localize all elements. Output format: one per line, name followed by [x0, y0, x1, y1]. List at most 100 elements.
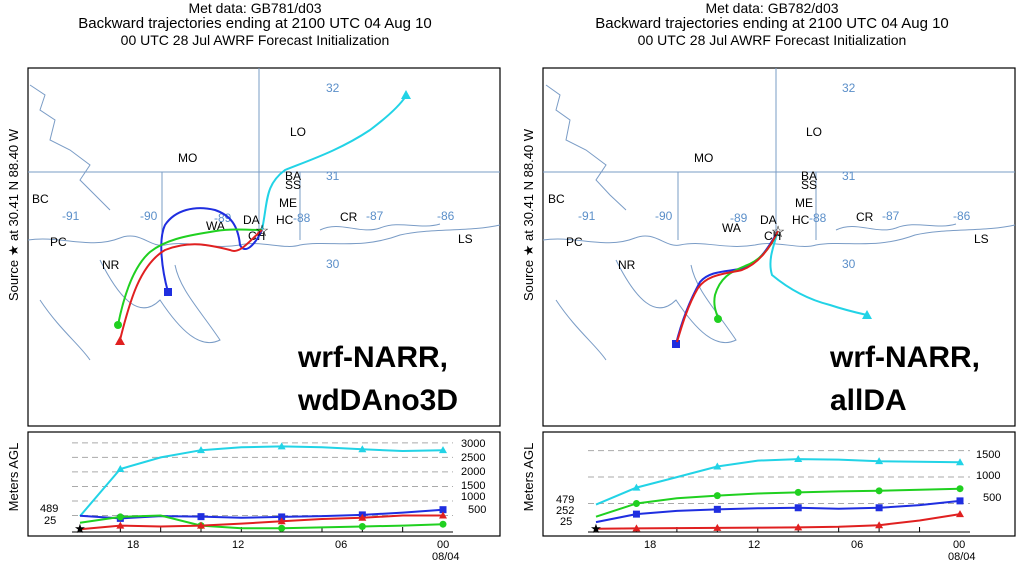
place-label: PC	[50, 235, 67, 249]
longitude-label: -86	[437, 209, 455, 223]
longitude-label: -89	[214, 211, 232, 225]
init-label: 00 UTC 28 Jul AWRF Forecast Initializati…	[120, 32, 390, 48]
coast-detail	[39, 299, 91, 361]
height-marker-green	[439, 520, 447, 528]
delta-outline	[99, 259, 221, 344]
height-series-red	[79, 514, 443, 531]
source-height-label: 252	[556, 505, 574, 517]
longitude-label: -86	[953, 209, 971, 223]
longitude-label: -88	[809, 211, 827, 225]
height-marker-red	[956, 510, 964, 518]
height-marker-green	[713, 492, 721, 500]
height-tick-label: 1000	[976, 470, 1000, 482]
height-series	[595, 455, 964, 532]
height-marker-cyan	[116, 465, 125, 473]
height-marker-cyan	[277, 442, 286, 450]
time-tick-label: 06	[851, 539, 863, 551]
height-marker-red	[439, 511, 447, 519]
height-series-green	[79, 514, 444, 530]
coast-detail	[555, 299, 607, 361]
map-place-labels: MO LO BC PC NR WA DA HC CH ME SS BA CR L…	[548, 125, 989, 272]
map-grid-labels: -91 -90 -89 -88 -87 -86 32 31 30	[62, 81, 455, 271]
height-marker-green	[116, 513, 124, 521]
place-label: MO	[694, 151, 713, 165]
met-data-label: Met data: GB782/d03	[705, 0, 839, 16]
longitude-label: -91	[62, 209, 80, 223]
place-label: MO	[178, 151, 197, 165]
place-label: HC	[276, 213, 294, 227]
height-marker-blue	[956, 497, 964, 505]
source-height-label: 25	[44, 515, 56, 527]
height-marker-cyan	[197, 446, 205, 454]
longitude-label: -87	[882, 209, 900, 223]
height-marker-red	[713, 523, 722, 531]
longitude-label: -89	[730, 211, 748, 225]
time-axis: 18 12 06 00 08/04	[127, 539, 460, 563]
place-label: DA	[243, 213, 260, 227]
place-label: CR	[340, 210, 358, 224]
height-marker-green	[794, 488, 802, 496]
annotation-line2: wdDAno3D	[297, 384, 458, 417]
source-height-label: 479	[556, 494, 574, 506]
place-label: BC	[548, 192, 565, 206]
time-tick-label: 12	[232, 539, 244, 551]
annotation-line1: wrf-NARR,	[297, 341, 448, 374]
chart-title: Backward trajectories ending at 2100 UTC…	[595, 15, 949, 32]
height-tick-label: 2500	[461, 452, 485, 464]
height-marker-cyan	[875, 457, 884, 465]
trajectory-blue-end-marker	[672, 340, 680, 348]
height-marker-blue	[632, 510, 640, 518]
height-tick-label: 1500	[976, 449, 1000, 461]
height-marker-red	[358, 513, 367, 521]
time-tick-label: 12	[748, 539, 760, 551]
time-tick-label: 18	[644, 539, 656, 551]
height-tick-label: 500	[983, 492, 1001, 504]
place-label: NR	[618, 258, 636, 272]
place-label: LS	[458, 232, 473, 246]
height-marker-green	[632, 500, 640, 508]
height-gridlines	[588, 450, 970, 533]
place-label: LO	[806, 125, 822, 139]
place-label: LS	[974, 232, 989, 246]
height-marker-cyan	[632, 483, 641, 491]
height-marker-red	[277, 517, 286, 525]
map-basemap	[27, 68, 501, 361]
chart-header-left: Met data: GB781/d03 Backward trajectorie…	[0, 0, 510, 48]
source-star-icon: ★	[590, 521, 602, 536]
barrier-islands	[835, 223, 957, 231]
height-series-cyan	[595, 458, 961, 506]
place-label: ME	[279, 196, 297, 210]
trajectory-blue-end-marker	[164, 288, 172, 296]
height-marker-green	[875, 487, 883, 495]
trajectory-red	[119, 229, 263, 341]
map-frame	[542, 67, 1016, 427]
map-frame	[27, 67, 501, 427]
height-series-green	[595, 487, 961, 518]
trajectory-green	[117, 228, 263, 326]
longitude-label: -91	[578, 209, 596, 223]
height-marker-cyan	[358, 445, 367, 453]
height-marker-red	[794, 523, 803, 531]
height-marker-red	[197, 521, 205, 529]
height-marker-blue	[439, 506, 447, 514]
trajectory-red-end-marker	[115, 336, 125, 345]
trajectory-cyan-end-marker	[862, 310, 872, 319]
height-marker-red	[875, 521, 884, 529]
source-height-label: 489	[40, 503, 58, 515]
place-label: LO	[290, 125, 306, 139]
source-star-icon: ☆	[255, 223, 269, 240]
height-series-blue	[595, 499, 961, 524]
height-tick-label: 500	[468, 504, 486, 516]
height-series	[79, 442, 447, 532]
height-marker-blue	[278, 513, 286, 521]
height-marker-green	[358, 523, 366, 531]
time-tick-label: 18	[127, 539, 139, 551]
trajectory-green-end-marker	[714, 315, 722, 323]
map-grid-labels: -91 -90 -89 -88 -87 -86 32 31 30	[578, 81, 971, 271]
height-axis-label: Meters AGL	[6, 443, 21, 512]
height-series-red	[595, 513, 961, 530]
longitude-label: -90	[140, 209, 158, 223]
place-label: DA	[760, 213, 777, 227]
map-trajectories	[672, 230, 872, 348]
height-tick-label: 1500	[461, 480, 485, 492]
